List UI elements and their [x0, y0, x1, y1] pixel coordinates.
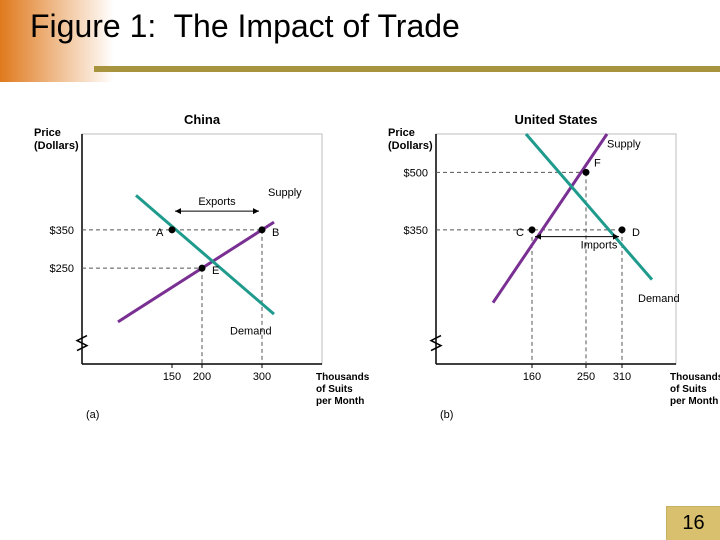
y-tick-label: $350: [404, 225, 428, 237]
point-label: E: [212, 265, 219, 277]
x-axis-label: Thousands: [670, 372, 720, 383]
data-point: [619, 226, 626, 233]
point-label: D: [632, 227, 640, 239]
data-point: [199, 265, 206, 272]
panel-id: (a): [86, 409, 99, 421]
title-underline: [94, 66, 720, 72]
demand-line: [526, 134, 652, 280]
page-number: 16: [666, 506, 720, 540]
supply-line: [118, 222, 274, 322]
country-label: China: [184, 112, 221, 127]
axis-break-icon: [77, 336, 87, 351]
figure-title: Figure 1: The Impact of Trade: [30, 8, 460, 45]
chart-svg: ChinaPrice(Dollars)$250$350150200300Thou…: [0, 104, 720, 464]
exports-label: Exports: [198, 196, 236, 208]
axis-break-icon: [431, 336, 441, 351]
y-tick-label: $500: [404, 167, 428, 179]
y-tick-label: $350: [50, 225, 74, 237]
header: Figure 1: The Impact of Trade: [0, 0, 720, 90]
slide-root: { "title": "Figure 1: The Impact of Trad…: [0, 0, 720, 540]
x-tick-label: 300: [253, 371, 271, 383]
demand-label: Demand: [230, 326, 272, 338]
supply-label: Supply: [268, 187, 302, 199]
panel: China Price(Dollars) $250 $350 150 200 300 Thou…: [34, 112, 370, 421]
y-axis-label: Price: [34, 127, 61, 139]
x-tick-label: 200: [193, 371, 211, 383]
chart-container: ChinaPrice(Dollars)$250$350150200300Thou…: [0, 104, 720, 464]
x-tick-label: 310: [613, 371, 631, 383]
x-axis-label: of Suits: [670, 384, 707, 395]
x-axis-label: per Month: [670, 396, 718, 407]
panel: United States Price(Dollars) $350 $500 160 25…: [388, 112, 720, 421]
point-label: A: [156, 227, 164, 239]
country-label: United States: [514, 112, 597, 127]
point-label: B: [272, 227, 279, 239]
panel-id: (b): [440, 409, 453, 421]
demand-label: Demand: [638, 293, 680, 305]
point-label: F: [594, 157, 601, 169]
y-axis-label: Price: [388, 127, 415, 139]
x-tick-label: 150: [163, 371, 181, 383]
x-axis-label: per Month: [316, 396, 364, 407]
x-axis-label: of Suits: [316, 384, 353, 395]
arrowhead-icon: [175, 208, 181, 214]
supply-line: [493, 134, 607, 303]
point-label: C: [516, 227, 524, 239]
y-tick-label: $250: [50, 263, 74, 275]
x-tick-label: 250: [577, 371, 595, 383]
arrowhead-icon: [253, 208, 259, 214]
x-tick-label: 160: [523, 371, 541, 383]
x-axis-label: Thousands: [316, 372, 370, 383]
y-axis-label: (Dollars): [388, 140, 433, 152]
data-point: [169, 226, 176, 233]
data-point: [529, 226, 536, 233]
supply-label: Supply: [607, 139, 641, 151]
imports-label: Imports: [581, 240, 618, 252]
y-axis-label: (Dollars): [34, 140, 79, 152]
data-point: [583, 169, 590, 176]
data-point: [259, 226, 266, 233]
